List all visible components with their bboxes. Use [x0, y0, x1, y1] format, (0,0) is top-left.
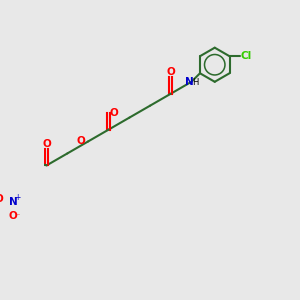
Text: O: O — [8, 211, 17, 221]
Text: O: O — [110, 108, 118, 118]
Text: Cl: Cl — [240, 51, 251, 61]
Text: H: H — [192, 78, 198, 87]
Text: N: N — [184, 77, 193, 87]
Text: +: + — [14, 194, 20, 202]
Text: O: O — [42, 139, 51, 148]
Text: O: O — [167, 67, 175, 77]
Text: O: O — [77, 136, 85, 146]
Text: O: O — [0, 194, 4, 204]
Text: ⁻: ⁻ — [15, 211, 20, 220]
Text: N: N — [8, 197, 17, 207]
